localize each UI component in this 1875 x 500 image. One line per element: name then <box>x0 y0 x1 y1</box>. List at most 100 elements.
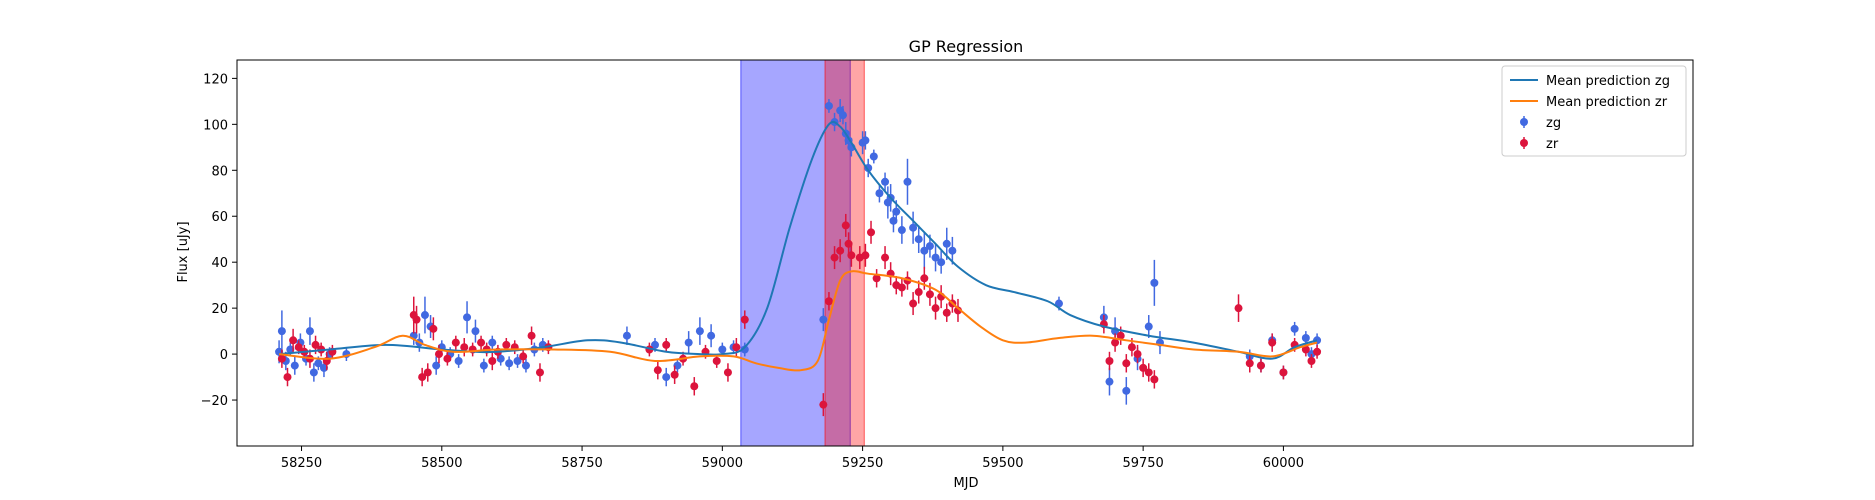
zr-point <box>527 331 536 340</box>
mean-prediction-line-1 <box>278 270 1318 372</box>
zg-point <box>707 331 716 340</box>
zr-point <box>942 308 951 317</box>
zg-point <box>1290 324 1299 333</box>
zg-point <box>319 363 328 372</box>
zr-point <box>283 373 292 382</box>
zr-point <box>1127 343 1136 352</box>
zg-point <box>513 356 522 365</box>
zg-point <box>463 313 472 322</box>
x-tick-label: 60000 <box>1263 456 1304 471</box>
zg-point <box>897 226 906 235</box>
zr-point <box>1279 368 1288 377</box>
zg-point <box>505 359 514 368</box>
y-tick-label: 20 <box>211 302 228 317</box>
zr-point <box>412 315 421 324</box>
zr-point <box>502 340 511 349</box>
x-tick-label: 59000 <box>702 456 743 471</box>
zg-point <box>420 311 429 320</box>
zg-point <box>651 340 660 349</box>
zg-point <box>290 361 299 370</box>
zg-point <box>903 177 912 186</box>
zg-point <box>309 368 318 377</box>
zr-point <box>836 246 845 255</box>
axes-frame <box>236 59 1694 447</box>
y-tick-label: 80 <box>211 164 228 179</box>
zg-point <box>718 345 727 354</box>
legend-label: Mean prediction zr <box>1546 95 1668 110</box>
zg-point <box>488 338 497 347</box>
zg-point <box>892 207 901 216</box>
zr-point <box>872 274 881 283</box>
y-axis-label: Flux [uJy] <box>176 221 191 282</box>
zr-point <box>953 306 962 315</box>
zr-point <box>434 350 443 359</box>
zr-point <box>1111 338 1120 347</box>
zg-point <box>881 177 890 186</box>
zr-point <box>670 370 679 379</box>
zr-point <box>861 251 870 260</box>
zr-point <box>1245 359 1254 368</box>
zg-point <box>622 331 631 340</box>
zg-point <box>684 338 693 347</box>
zr-point <box>712 356 721 365</box>
zr-point <box>1307 356 1316 365</box>
zr-point <box>723 368 732 377</box>
zr-point <box>847 251 856 260</box>
zg-point <box>314 359 323 368</box>
zr-point <box>1133 350 1142 359</box>
zr-point <box>311 340 320 349</box>
zg-point <box>819 315 828 324</box>
zg-point <box>1301 334 1310 343</box>
zg-point <box>909 223 918 232</box>
y-tick-label: 40 <box>211 256 228 271</box>
zg-point <box>1105 377 1114 386</box>
zr-point <box>844 239 853 248</box>
zr-point <box>841 221 850 230</box>
zr-point <box>1234 304 1243 313</box>
zr-point <box>1150 375 1159 384</box>
zg-point <box>914 235 923 244</box>
zr-point <box>914 288 923 297</box>
x-tick-label: 59250 <box>842 456 883 471</box>
zr-point <box>277 354 286 363</box>
zr-point <box>1313 347 1322 356</box>
zg-point <box>432 361 441 370</box>
zr-point <box>732 343 741 352</box>
y-tick-label: 100 <box>203 118 228 133</box>
zr-point <box>488 356 497 365</box>
legend-label: zg <box>1546 116 1561 131</box>
legend-label: Mean prediction zg <box>1546 74 1670 89</box>
zg-point <box>1122 386 1131 395</box>
zr-point <box>824 297 833 306</box>
zr-point <box>289 336 298 345</box>
zr-point <box>443 354 452 363</box>
x-tick-label: 58750 <box>561 456 602 471</box>
zg-point <box>673 361 682 370</box>
zg-point <box>948 246 957 255</box>
zg-point <box>889 216 898 225</box>
zr-point <box>294 343 303 352</box>
zg-point <box>662 373 671 382</box>
zr-point <box>451 338 460 347</box>
zr-point <box>909 299 918 308</box>
zg-point <box>861 136 870 145</box>
zg-point <box>925 242 934 251</box>
zg-point <box>869 152 878 161</box>
zg-point <box>454 356 463 365</box>
legend-point-marker <box>1520 139 1528 147</box>
zg-point <box>838 111 847 120</box>
zg-point <box>942 239 951 248</box>
zg-point <box>920 246 929 255</box>
legend-box <box>1501 65 1687 157</box>
x-tick-label: 59500 <box>982 456 1023 471</box>
zr-point <box>819 400 828 409</box>
zr-point <box>690 382 699 391</box>
zr-point <box>1105 356 1114 365</box>
zg-point <box>695 327 704 336</box>
x-tick-label: 59750 <box>1122 456 1163 471</box>
zr-point <box>740 315 749 324</box>
zr-point <box>925 290 934 299</box>
zr-point <box>1122 359 1131 368</box>
zr-point <box>920 274 929 283</box>
